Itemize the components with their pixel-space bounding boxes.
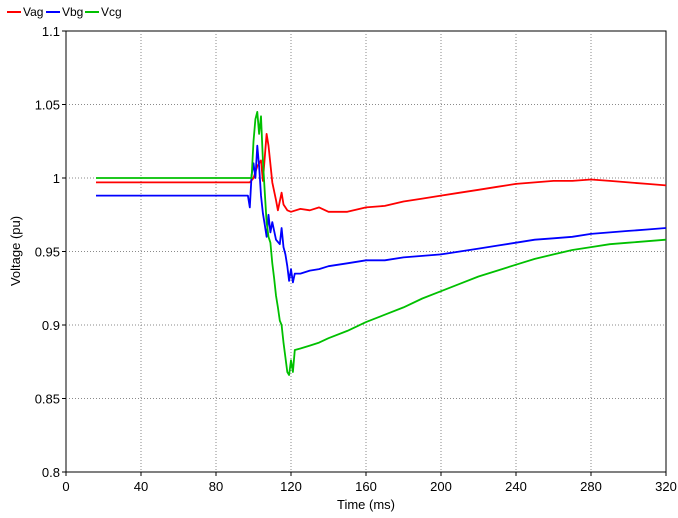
x-axis-title: Time (ms) [337, 497, 395, 512]
y-axis-title: Voltage (pu) [8, 216, 23, 286]
y-tick-label: 0.9 [42, 318, 60, 333]
x-tick-label: 160 [355, 479, 377, 494]
x-tick-label: 120 [280, 479, 302, 494]
x-tick-label: 0 [62, 479, 69, 494]
series-line-vag [96, 132, 667, 213]
y-tick-label: 0.95 [35, 245, 60, 260]
x-tick-label: 200 [430, 479, 452, 494]
x-tick-label: 240 [505, 479, 527, 494]
x-tick-label: 280 [580, 479, 602, 494]
y-tick-label: 1.1 [42, 24, 60, 39]
x-tick-label: 40 [134, 479, 148, 494]
series-line-vcg [96, 111, 667, 376]
x-tick-label: 80 [209, 479, 223, 494]
legend: Vag Vbg Vcg [7, 5, 122, 19]
x-tick-label: 320 [655, 479, 677, 494]
axis-ticks: 0 40 80 120 160 200 240 280 320 0.8 0.85 0.9 0.95 1 1.… [35, 24, 677, 494]
legend-label-vcg: Vcg [101, 5, 122, 19]
legend-label-vbg: Vbg [62, 5, 83, 19]
y-tick-label: 1.05 [35, 98, 60, 113]
series-line-vbg [96, 144, 667, 284]
y-tick-label: 1 [53, 171, 60, 186]
y-tick-label: 0.8 [42, 465, 60, 480]
y-tick-label: 0.85 [35, 392, 60, 407]
legend-label-vag: Vag [23, 5, 43, 19]
series-layer [96, 111, 667, 376]
